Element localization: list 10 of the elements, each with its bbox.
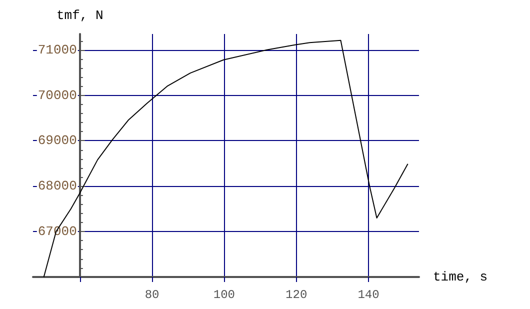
y-tick-label: 70000 — [38, 88, 77, 103]
y-tick-label: 69000 — [38, 133, 77, 148]
y-tick-label: 68000 — [38, 178, 77, 194]
x-tick-label: 100 — [213, 288, 235, 302]
x-tick-label: 120 — [286, 288, 308, 302]
x-tick-label: 80 — [144, 288, 160, 302]
x-tick-label: 140 — [358, 288, 380, 302]
y-tick-label: 71000 — [38, 42, 77, 58]
y-axis-title: tmf, N — [56, 8, 104, 23]
x-axis-title: time, s — [433, 270, 488, 284]
